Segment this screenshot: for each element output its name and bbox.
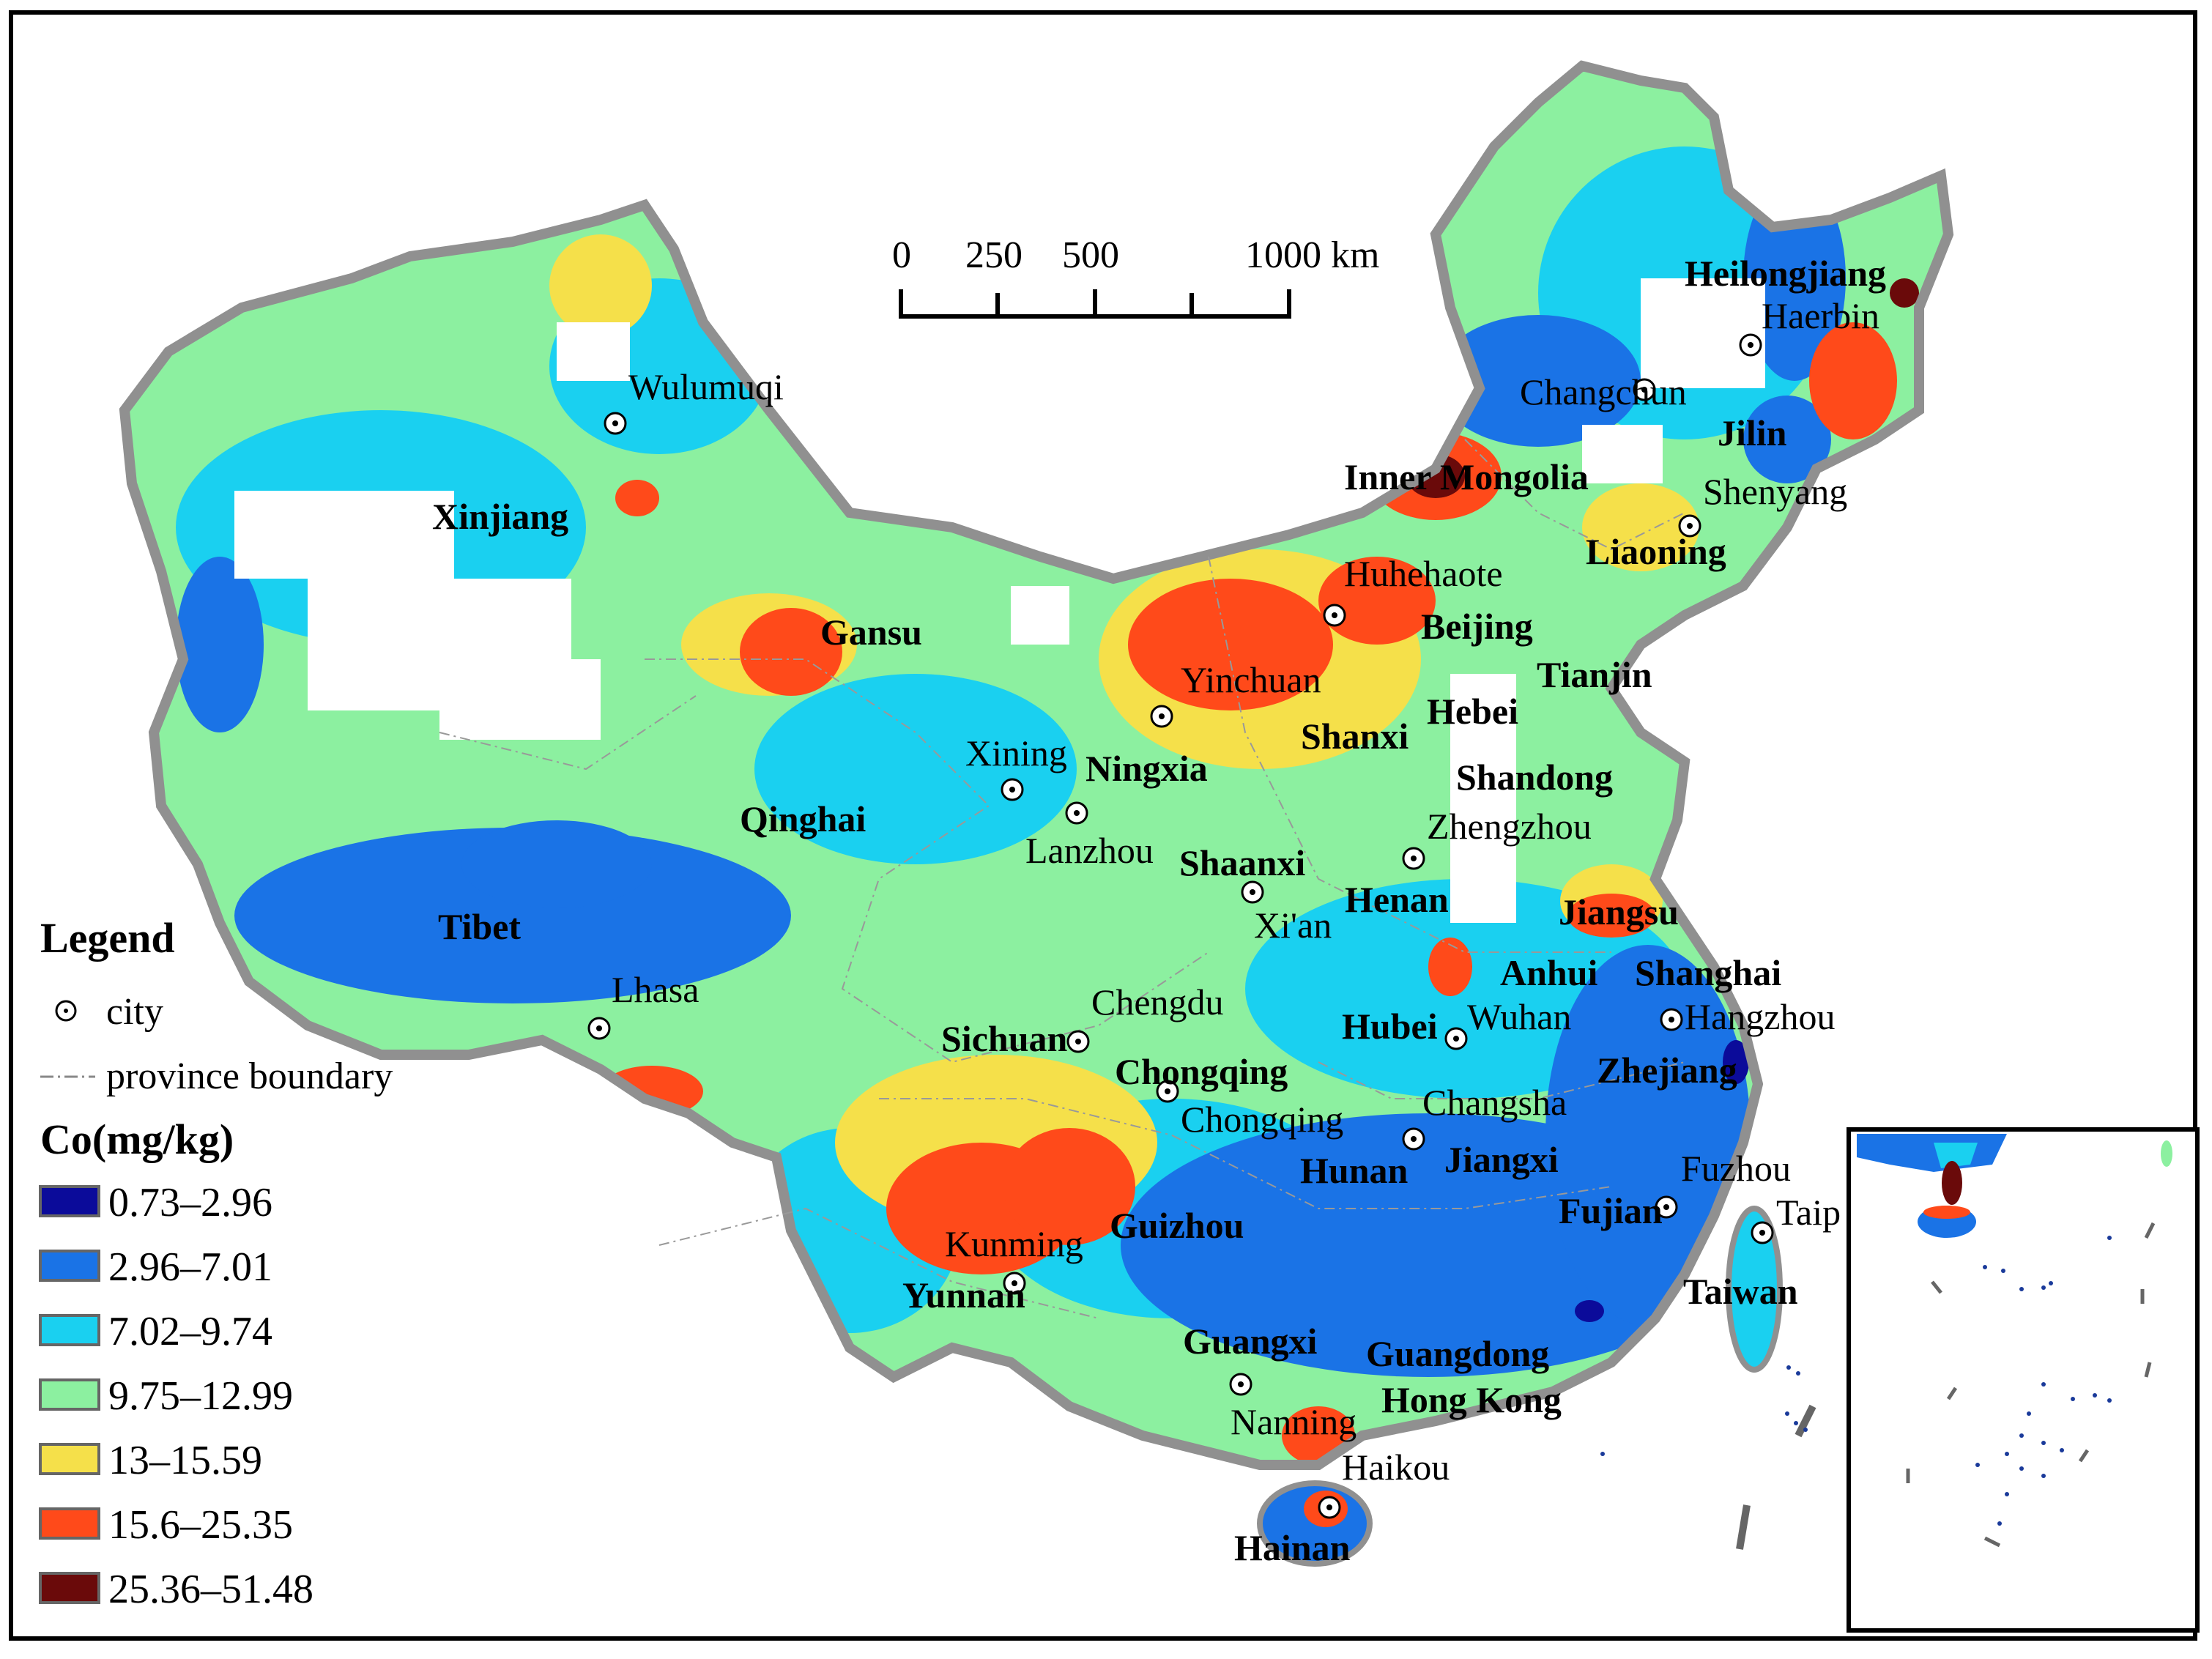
dash-line-segments [1736, 1404, 1816, 1550]
legend: Legend city province boundary Co(mg/kg) … [39, 914, 393, 1612]
city-markers [587, 333, 1774, 1519]
label-city-huhehaote: Huhehaote [1344, 553, 1503, 594]
label-hebei: Hebei [1427, 691, 1518, 732]
label-city-haerbin: Haerbin [1762, 295, 1879, 336]
label-sichuan: Sichuan [941, 1018, 1068, 1059]
label-city-fuzhou: Fuzhou [1681, 1148, 1791, 1189]
legend-variable-title: Co(mg/kg) [40, 1116, 234, 1163]
label-shandong: Shandong [1456, 757, 1613, 798]
label-city-wulumuqi: Wulumuqi [628, 366, 784, 407]
label-shanxi: Shanxi [1301, 716, 1409, 757]
legend-class-label: 15.6–25.35 [108, 1502, 293, 1548]
taiwan-island [1726, 1206, 1783, 1373]
label-anhui: Anhui [1500, 952, 1598, 993]
label-zhejiang: Zhejiang [1597, 1050, 1737, 1091]
label-xinjiang: Xinjiang [432, 496, 568, 537]
province-boundaries [439, 439, 1685, 1319]
legend-swatch [39, 1250, 100, 1282]
legend-swatch [39, 1507, 100, 1540]
label-guangxi: Guangxi [1183, 1321, 1318, 1362]
label-jiangxi: Jiangxi [1444, 1139, 1559, 1180]
legend-class-label: 0.73–2.96 [108, 1180, 272, 1225]
south-china-sea-inset [1847, 1127, 2200, 1633]
legend-swatch [39, 1314, 100, 1346]
legend-swatch [39, 1572, 100, 1604]
label-city-xian: Xi'an [1254, 905, 1332, 946]
label-guangdong: Guangdong [1366, 1333, 1549, 1374]
label-city-changsha: Changsha [1422, 1082, 1567, 1123]
scale-tick-500: 500 [1062, 234, 1119, 276]
label-henan: Henan [1345, 879, 1449, 920]
label-city-chengdu: Chengdu [1091, 981, 1224, 1023]
label-fujian: Fujian [1559, 1190, 1663, 1231]
label-yunnan: Yunnan [902, 1274, 1025, 1315]
label-hainan: Hainan [1234, 1527, 1351, 1568]
label-shaanxi: Shaanxi [1179, 842, 1305, 883]
label-city-zhengzhou: Zhengzhou [1427, 806, 1592, 847]
label-city-wuhan: Wuhan [1467, 996, 1571, 1037]
label-city-chongqing: Chongqing [1181, 1099, 1343, 1140]
legend-city-label: city [106, 991, 163, 1033]
legend-swatch [39, 1378, 100, 1411]
label-qinghai: Qinghai [740, 798, 866, 839]
label-city-changchun: Changchun [1520, 371, 1687, 412]
label-gansu: Gansu [820, 612, 922, 653]
label-beijing: Beijing [1421, 606, 1533, 647]
label-jilin: Jilin [1718, 412, 1787, 453]
legend-boundary-label: province boundary [106, 1055, 393, 1097]
label-shanghai: Shanghai [1635, 952, 1781, 993]
label-ningxia: Ningxia [1085, 748, 1208, 789]
label-tianjin: Tianjin [1537, 654, 1652, 695]
legend-class-label: 25.36–51.48 [108, 1567, 313, 1612]
label-city-xining: Xining [965, 732, 1067, 773]
label-chongqing: Chongqing [1115, 1051, 1288, 1092]
legend-class-label: 9.75–12.99 [108, 1373, 293, 1419]
label-city-nanning: Nanning [1231, 1401, 1356, 1442]
scattered-islands [1600, 1365, 1808, 1456]
legend-class-label: 13–15.59 [108, 1438, 262, 1483]
label-city-haikou: Haikou [1342, 1447, 1450, 1488]
label-city-lanzhou: Lanzhou [1025, 830, 1154, 871]
legend-class-label: 2.96–7.01 [108, 1244, 272, 1290]
legend-class-label: 7.02–9.74 [108, 1309, 272, 1354]
label-hubei: Hubei [1342, 1006, 1438, 1047]
label-hong-kong: Hong Kong [1381, 1379, 1562, 1420]
label-city-shenyang: Shenyang [1703, 471, 1847, 512]
label-city-yinchuan: Yinchuan [1181, 659, 1321, 700]
label-city-taip: Taip [1776, 1192, 1841, 1233]
label-tibet: Tibet [438, 906, 521, 947]
legend-swatch [39, 1443, 100, 1475]
label-city-lhasa: Lhasa [612, 969, 699, 1010]
scale-bar [899, 289, 1291, 319]
scale-tick-250: 250 [965, 234, 1023, 276]
label-liaoning: Liaoning [1586, 531, 1726, 572]
label-city-hangzhou: Hangzhou [1685, 996, 1836, 1037]
legend-swatch [39, 1185, 100, 1217]
label-guizhou: Guizhou [1110, 1205, 1244, 1246]
label-heilongjiang: Heilongjiang [1685, 253, 1886, 294]
label-city-kunming: Kunming [945, 1223, 1083, 1264]
label-inner-mongolia: Inner Mongolia [1344, 456, 1589, 497]
label-taiwan: Taiwan [1683, 1271, 1798, 1312]
scale-tick-0: 0 [892, 234, 911, 276]
label-hunan: Hunan [1300, 1150, 1409, 1191]
scale-tick-1000: 1000 km [1245, 234, 1379, 276]
label-jiangsu: Jiangsu [1559, 891, 1679, 932]
legend-title: Legend [40, 914, 175, 962]
